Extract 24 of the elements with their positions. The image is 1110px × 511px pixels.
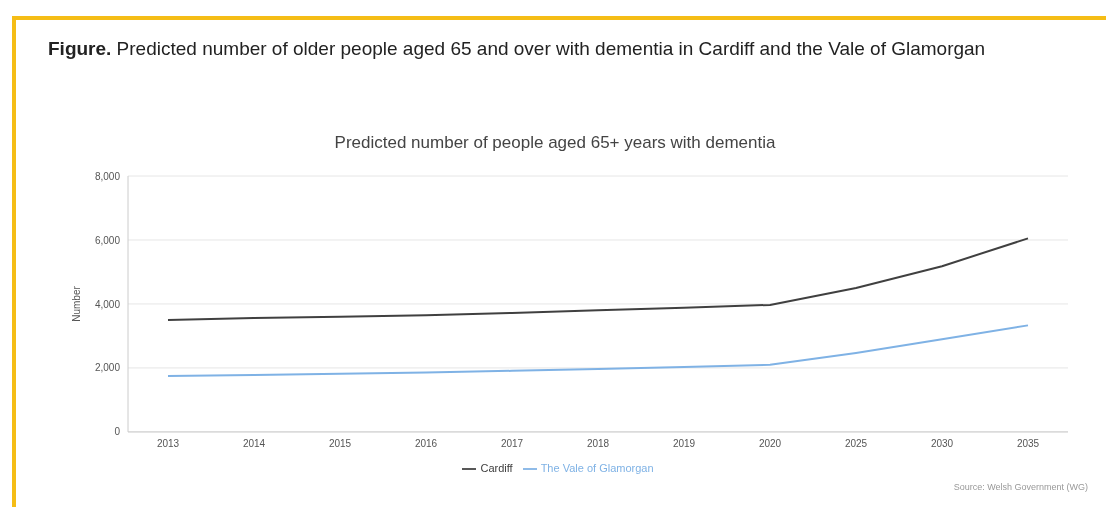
x-tick-label: 2025	[844, 438, 868, 450]
x-tick-label: 2019	[672, 438, 696, 450]
x-tick-label: 2020	[758, 438, 782, 450]
y-tick-label: 4,000	[94, 298, 121, 310]
x-tick-label: 2030	[930, 438, 954, 450]
line-series	[167, 237, 1029, 321]
y-tick-label: 8,000	[94, 170, 121, 182]
legend-label: The Vale of Glamorgan	[540, 461, 654, 474]
x-tick-label: 2035	[1016, 438, 1040, 450]
y-tick-label: 0	[114, 426, 121, 438]
y-tick-label: 6,000	[94, 234, 121, 246]
chart-title: Figure. Predicted number of older people aged 65 and over with dementia in Cardiff and the Vale of Glamorgan	[48, 37, 987, 61]
x-tick-label: 2016	[414, 438, 438, 450]
y-tick-label: 2,000	[94, 362, 121, 374]
source-note: Source: Welsh Government (WG)	[953, 482, 1088, 492]
y-axis-title: Number	[70, 285, 82, 322]
chart-subtitle: Predicted number of people aged 65+ years with dementia	[333, 133, 777, 153]
x-tick-label: 2018	[586, 438, 610, 450]
line-series	[167, 324, 1029, 377]
legend-label: Cardiff	[480, 461, 513, 474]
x-tick-label: 2015	[328, 438, 352, 450]
x-tick-label: 2013	[156, 438, 180, 450]
x-tick-label: 2017	[500, 438, 524, 450]
x-tick-label: 2014	[242, 438, 266, 450]
